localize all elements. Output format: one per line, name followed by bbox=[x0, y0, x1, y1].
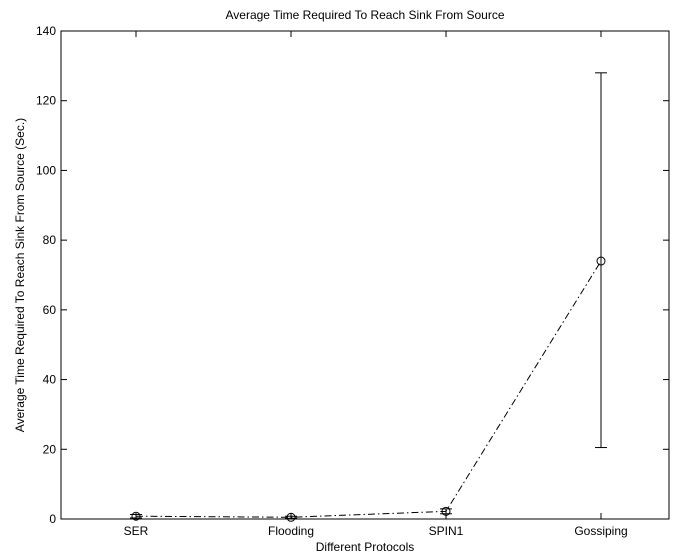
x-axis: SER Flooding SPIN1 Gossiping bbox=[124, 31, 628, 538]
y-axis: 0 20 40 60 80 100 120 140 bbox=[36, 24, 669, 526]
error-bar bbox=[440, 508, 452, 515]
data-point bbox=[286, 512, 296, 522]
y-axis-label: Average Time Required To Reach Sink From… bbox=[13, 118, 27, 432]
data-point bbox=[596, 256, 606, 266]
x-tick-label: SPIN1 bbox=[429, 524, 464, 538]
y-tick-label: 120 bbox=[36, 94, 56, 108]
x-tick-label: Flooding bbox=[268, 524, 314, 538]
data-point bbox=[441, 506, 451, 516]
x-tick-label: Gossiping bbox=[574, 524, 627, 538]
chart-title: Average Time Required To Reach Sink From… bbox=[225, 8, 504, 22]
y-tick-label: 100 bbox=[36, 163, 56, 177]
plot-area bbox=[60, 30, 670, 520]
series-line bbox=[135, 260, 602, 518]
series-layer bbox=[130, 72, 607, 522]
y-tick-label: 60 bbox=[43, 303, 57, 317]
y-tick-label: 40 bbox=[43, 373, 57, 387]
y-tick-label: 80 bbox=[43, 233, 57, 247]
x-tick-label: SER bbox=[124, 524, 149, 538]
data-point bbox=[131, 511, 141, 521]
y-tick-label: 140 bbox=[36, 24, 56, 38]
x-axis-label: Different Protocols bbox=[316, 540, 415, 554]
error-bar bbox=[595, 72, 607, 449]
y-tick-label: 0 bbox=[49, 512, 56, 526]
y-tick-label: 20 bbox=[43, 442, 57, 456]
